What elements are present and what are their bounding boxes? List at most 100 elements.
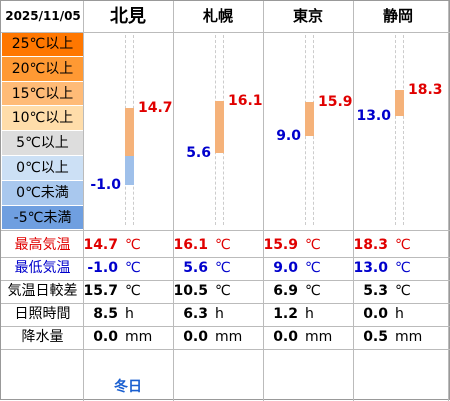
max-temp-flag: 14.7	[138, 99, 173, 116]
cell-max: 16.1 ℃	[173, 234, 263, 257]
unit-sun: h	[395, 306, 404, 322]
value-rain: 0.5	[363, 329, 388, 345]
unit-diff: ℃	[215, 283, 231, 299]
temperature-bar-warm	[305, 101, 314, 136]
station-name: 札幌	[202, 7, 233, 25]
unit-sun: h	[215, 306, 224, 322]
column-divider	[448, 1, 449, 401]
temperature-bar-cool	[125, 155, 134, 186]
band-label: 25℃以上	[2, 32, 83, 57]
cell-rain: 0.0 mm	[263, 326, 353, 349]
station-name: 東京	[292, 7, 323, 25]
cell-diff: 6.9 ℃	[263, 280, 353, 303]
row-divider	[1, 280, 450, 281]
cell-max: 14.7 ℃	[83, 234, 173, 257]
value-max: 14.7	[83, 237, 118, 253]
unit-min: ℃	[125, 260, 141, 276]
unit-rain: mm	[305, 329, 333, 345]
cell-diff: 15.7 ℃	[83, 280, 173, 303]
min-temp-flag: 13.0	[356, 108, 391, 125]
value-sun: 6.3	[183, 306, 208, 322]
column-divider	[173, 1, 174, 401]
unit-diff: ℃	[395, 283, 411, 299]
unit-min: ℃	[305, 260, 321, 276]
row-label-diff: 気温日較差	[7, 283, 78, 299]
value-sun: 8.5	[93, 306, 118, 322]
cell-sun: 8.5 h	[83, 303, 173, 326]
column-divider	[83, 1, 84, 401]
value-diff: 15.7	[83, 283, 118, 299]
temperature-bar-warm	[125, 107, 134, 156]
min-temp-flag: 9.0	[276, 127, 301, 144]
unit-max: ℃	[125, 237, 141, 253]
station-name: 静岡	[382, 7, 413, 25]
unit-rain: mm	[125, 329, 153, 345]
row-divider	[1, 257, 450, 258]
value-diff: 5.3	[363, 283, 388, 299]
row-divider	[1, 326, 450, 327]
row-label-sun: 日照時間	[14, 306, 71, 322]
value-sun: 1.2	[273, 306, 298, 322]
cell-sun: 6.3 h	[173, 303, 263, 326]
value-sun: 0.0	[363, 306, 388, 322]
cell-min: -1.0 ℃	[83, 257, 173, 280]
cell-rain: 0.0 mm	[173, 326, 263, 349]
cell-rain: 0.5 mm	[353, 326, 443, 349]
value-max: 15.9	[263, 237, 298, 253]
value-rain: 0.0	[93, 329, 118, 345]
unit-sun: h	[305, 306, 314, 322]
value-min: 9.0	[273, 260, 298, 276]
cell-min: 9.0 ℃	[263, 257, 353, 280]
date-label: 2025/11/05	[5, 9, 81, 23]
cell-sun: 1.2 h	[263, 303, 353, 326]
row-divider	[1, 349, 450, 350]
cell-rain: 0.0 mm	[83, 326, 173, 349]
footer-label: 冬日	[114, 379, 142, 395]
cell-diff: 10.5 ℃	[173, 280, 263, 303]
min-temp-flag: -1.0	[90, 177, 121, 194]
row-divider	[1, 303, 450, 304]
max-temp-flag: 18.3	[408, 81, 443, 98]
row-label-min: 最低気温	[14, 260, 71, 276]
band-label: 0℃未満	[2, 180, 83, 206]
temperature-bar-warm	[395, 89, 404, 117]
cell-sun: 0.0 h	[353, 303, 443, 326]
value-diff: 10.5	[173, 283, 208, 299]
row-label-max: 最高気温	[14, 237, 71, 253]
temperature-bar-warm	[215, 100, 224, 153]
column-divider	[353, 1, 354, 401]
cell-max: 18.3 ℃	[353, 234, 443, 257]
cell-max: 15.9 ℃	[263, 234, 353, 257]
band-label: 5℃以上	[2, 131, 83, 156]
unit-max: ℃	[215, 237, 231, 253]
band-label: 15℃以上	[2, 81, 83, 107]
cell-min: 5.6 ℃	[173, 257, 263, 280]
station-name: 北見	[110, 6, 146, 27]
band-label: 0℃以上	[2, 156, 83, 181]
unit-diff: ℃	[305, 283, 321, 299]
unit-max: ℃	[395, 237, 411, 253]
unit-min: ℃	[215, 260, 231, 276]
temperature-track	[395, 35, 404, 225]
unit-rain: mm	[215, 329, 243, 345]
value-max: 16.1	[173, 237, 208, 253]
unit-rain: mm	[395, 329, 423, 345]
value-min: -1.0	[87, 260, 118, 276]
max-temp-flag: 16.1	[228, 92, 263, 109]
value-max: 18.3	[353, 237, 388, 253]
column-divider	[263, 1, 264, 401]
band-label: 10℃以上	[2, 106, 83, 132]
value-min: 5.6	[183, 260, 208, 276]
unit-max: ℃	[305, 237, 321, 253]
unit-min: ℃	[395, 260, 411, 276]
value-rain: 0.0	[183, 329, 208, 345]
row-label-rain: 降水量	[21, 329, 64, 345]
value-rain: 0.0	[273, 329, 298, 345]
max-temp-flag: 15.9	[318, 93, 353, 110]
cell-diff: 5.3 ℃	[353, 280, 443, 303]
band-label: -5℃未満	[2, 205, 83, 231]
value-min: 13.0	[353, 260, 388, 276]
row-divider	[1, 32, 450, 33]
unit-diff: ℃	[125, 283, 141, 299]
